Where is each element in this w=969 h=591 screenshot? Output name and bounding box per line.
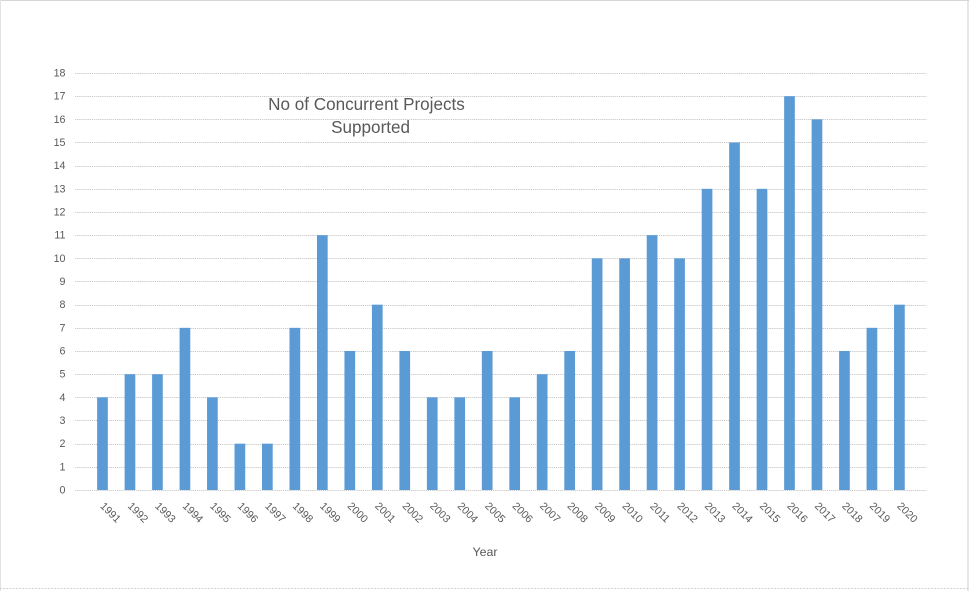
svg-text:1994: 1994 <box>180 500 205 525</box>
svg-text:2005: 2005 <box>482 500 507 525</box>
svg-text:4: 4 <box>60 392 66 404</box>
svg-text:2: 2 <box>60 438 66 450</box>
svg-text:1997: 1997 <box>262 500 287 525</box>
svg-text:5: 5 <box>60 369 66 381</box>
svg-text:17: 17 <box>54 91 66 103</box>
svg-text:2006: 2006 <box>510 500 535 525</box>
svg-text:1996: 1996 <box>235 500 260 525</box>
svg-text:2012: 2012 <box>675 500 700 525</box>
svg-text:2017: 2017 <box>812 500 837 525</box>
svg-text:15: 15 <box>54 137 66 149</box>
svg-text:Supported: Supported <box>331 118 410 137</box>
svg-text:10: 10 <box>54 253 66 265</box>
svg-text:2011: 2011 <box>647 500 672 525</box>
svg-text:2008: 2008 <box>565 500 590 525</box>
svg-text:2000: 2000 <box>345 500 370 525</box>
svg-text:0: 0 <box>60 485 66 497</box>
svg-text:1998: 1998 <box>290 500 315 525</box>
svg-text:No of Concurrent Projects: No of Concurrent Projects <box>268 95 465 114</box>
svg-text:2001: 2001 <box>372 500 397 525</box>
svg-text:2009: 2009 <box>592 500 617 525</box>
svg-text:11: 11 <box>54 230 65 242</box>
svg-text:2007: 2007 <box>537 500 562 525</box>
svg-text:13: 13 <box>54 183 66 195</box>
svg-text:18: 18 <box>54 68 66 80</box>
svg-text:2015: 2015 <box>757 500 782 525</box>
svg-text:2019: 2019 <box>867 500 892 525</box>
svg-text:7: 7 <box>60 322 66 334</box>
svg-text:3: 3 <box>60 415 66 427</box>
svg-text:6: 6 <box>60 346 66 358</box>
svg-text:16: 16 <box>54 114 66 126</box>
svg-text:1999: 1999 <box>317 500 342 525</box>
svg-text:14: 14 <box>54 160 66 172</box>
svg-text:2016: 2016 <box>784 500 809 525</box>
svg-text:12: 12 <box>54 207 66 219</box>
svg-text:1995: 1995 <box>207 500 232 525</box>
svg-text:Year: Year <box>472 545 497 559</box>
svg-text:2002: 2002 <box>400 500 425 525</box>
svg-text:2013: 2013 <box>702 500 727 525</box>
svg-text:8: 8 <box>60 299 66 311</box>
svg-text:2014: 2014 <box>730 500 755 525</box>
svg-text:9: 9 <box>60 276 66 288</box>
svg-text:2018: 2018 <box>839 500 864 525</box>
svg-text:1993: 1993 <box>152 500 177 525</box>
svg-text:2020: 2020 <box>894 500 919 525</box>
svg-text:2003: 2003 <box>427 500 452 525</box>
svg-text:1992: 1992 <box>125 500 150 525</box>
svg-text:2010: 2010 <box>620 500 645 525</box>
svg-text:1: 1 <box>60 461 66 473</box>
svg-text:1991: 1991 <box>97 500 122 525</box>
svg-text:2004: 2004 <box>455 500 480 525</box>
